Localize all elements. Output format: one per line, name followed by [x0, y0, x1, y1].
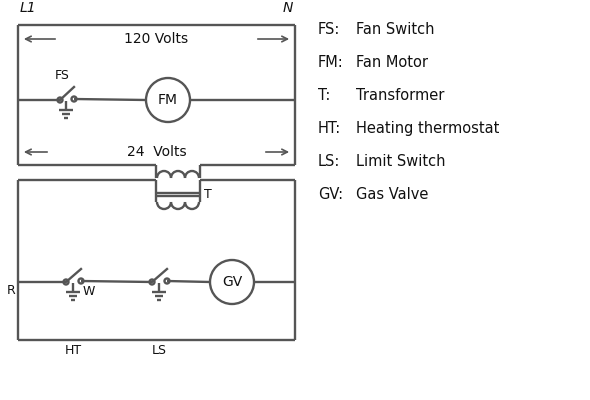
Text: Gas Valve: Gas Valve [356, 187, 428, 202]
Text: LS:: LS: [318, 154, 340, 169]
Text: Limit Switch: Limit Switch [356, 154, 445, 169]
Text: R: R [7, 284, 16, 297]
Text: 24  Volts: 24 Volts [127, 145, 186, 159]
Text: L1: L1 [20, 1, 37, 15]
Text: Heating thermostat: Heating thermostat [356, 121, 499, 136]
Text: Transformer: Transformer [356, 88, 444, 103]
Text: 120 Volts: 120 Volts [124, 32, 189, 46]
Text: Fan Motor: Fan Motor [356, 55, 428, 70]
Text: GV: GV [222, 275, 242, 289]
Text: FM: FM [158, 93, 178, 107]
Text: W: W [83, 285, 96, 298]
Text: FS:: FS: [318, 22, 340, 37]
Text: FM:: FM: [318, 55, 344, 70]
Text: GV:: GV: [318, 187, 343, 202]
Text: FS: FS [54, 69, 70, 82]
Text: Fan Switch: Fan Switch [356, 22, 434, 37]
Text: T:: T: [318, 88, 330, 103]
Text: HT: HT [64, 344, 81, 357]
Text: N: N [283, 1, 293, 15]
Text: HT:: HT: [318, 121, 341, 136]
Text: T: T [204, 188, 212, 201]
Text: LS: LS [152, 344, 166, 357]
